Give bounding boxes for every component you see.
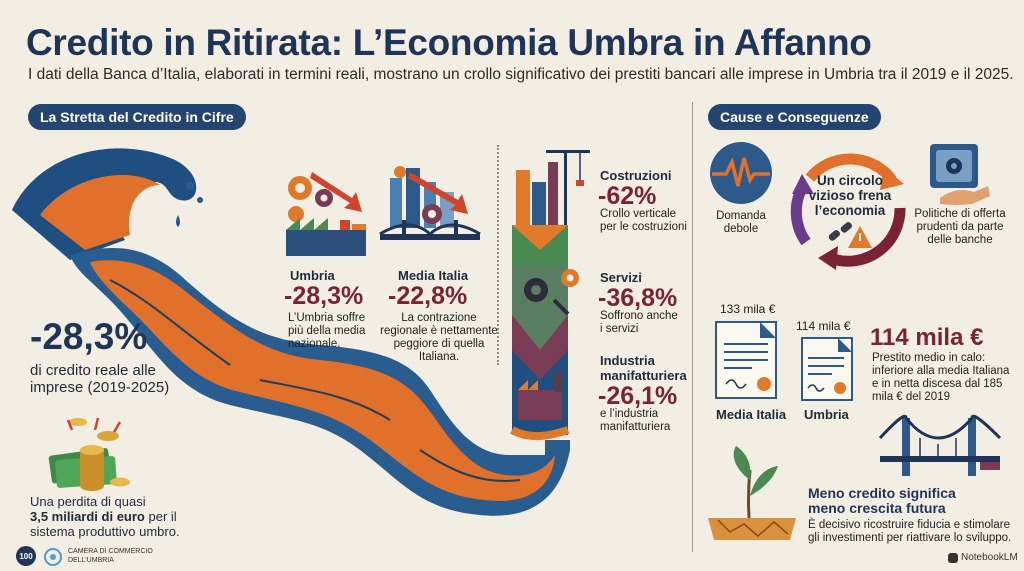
doc-umbria-label: Umbria: [804, 407, 849, 422]
italia-description: La contrazione regionale è nettamente pe…: [380, 312, 498, 364]
umbria-desc-line3: nazionale.: [288, 338, 341, 350]
page-title: Credito in Ritirata: L’Economia Umbra in…: [26, 22, 872, 63]
bridge-icon: [878, 414, 1002, 476]
cycle-line1: Un circolo: [816, 173, 883, 188]
loan-desc-line2: inferiore alla media Italiana: [872, 365, 1010, 377]
future-desc-line2: gli investimenti per riattivare lo svilu…: [808, 532, 1012, 544]
loan-value: 114 mila €: [870, 324, 984, 351]
document-italia-icon: [715, 321, 777, 399]
italia-desc-line2: regionale è nettamente: [380, 325, 498, 337]
document-umbria-icon: [801, 337, 853, 401]
cycle-text: Un circolo vizioso frena l’economia: [805, 173, 895, 218]
loss-line2-rest: per il: [144, 509, 177, 524]
sector-costruzioni-desc-line2: per le costruzioni: [600, 221, 687, 233]
loss-line1: Una perdita di quasi: [30, 494, 146, 509]
future-desc-line1: È decisivo ricostruire fiducia e stimola…: [808, 519, 1010, 531]
sector-servizi-desc: Soffrono anche i servizi: [600, 310, 678, 336]
heartbeat-icon: [710, 142, 772, 204]
chamber-name: CAMERA DI COMMERCIO DELL’UMBRIA: [68, 548, 153, 565]
sector-costruzioni-value: -62%: [598, 182, 657, 210]
umbria-value: -28,3%: [284, 282, 364, 310]
sector-column-illustration: [510, 150, 590, 440]
demand-line2: debole: [723, 223, 759, 235]
chamber-line1: CAMERA DI COMMERCIO: [68, 548, 153, 555]
chamber-logo-icon: [44, 548, 62, 566]
sector-servizi-desc-line2: i servizi: [600, 323, 639, 335]
italia-desc-line4: Italiana.: [418, 351, 460, 363]
sector-costruzioni-desc: Crollo verticale per le costruzioni: [600, 208, 687, 234]
headline-value: -28,3%: [30, 316, 148, 357]
policy-line2: prudenti da parte: [916, 221, 1004, 233]
money-coins-icon: [48, 417, 130, 491]
bank-safe-icon: [930, 144, 990, 205]
sector-servizi-desc-line1: Soffrono anche: [600, 310, 678, 322]
loan-description: Prestito medio in calo: inferiore alla m…: [872, 352, 1009, 404]
doc-italia-label: Media Italia: [716, 407, 787, 422]
loan-desc-line1: Prestito medio in calo:: [872, 352, 986, 364]
future-title: Meno credito significa meno crescita fut…: [808, 486, 956, 516]
policy-line1: Politiche di offerta: [914, 208, 1006, 220]
chamber-line2: DELL’UMBRIA: [68, 556, 114, 564]
loan-desc-line4: mila € del 2019: [872, 391, 950, 403]
city-bridge-icon: [379, 166, 481, 240]
loss-description: Una perdita di quasi 3,5 miliardi di eur…: [30, 494, 180, 539]
sector-industria-label: Industria manifatturiera: [600, 353, 687, 383]
umbria-desc-line1: L’Umbria soffre: [288, 312, 366, 324]
cycle-line2: vizioso frena: [808, 188, 892, 203]
future-description: È decisivo ricostruire fiducia e stimola…: [808, 519, 1011, 545]
policy-line3: delle banche: [927, 234, 993, 246]
notebooklm-brand: NotebookLM: [948, 552, 1018, 563]
umbria-description: L’Umbria soffre più della media nazional…: [288, 312, 365, 351]
sector-industria-label-line1: Industria: [600, 353, 655, 368]
section-divider: [692, 102, 693, 552]
umbria-label: Umbria: [290, 268, 335, 283]
anniversary-badge: 100: [16, 546, 36, 566]
sector-industria-desc-line1: e l’industria: [600, 408, 659, 420]
sector-costruzioni-label: Costruzioni: [600, 168, 672, 183]
doc-umbria-amount: 114 mila €: [796, 319, 851, 333]
policy-label: Politiche di offerta prudenti da parte d…: [908, 208, 1012, 247]
headline-desc-line1: di credito reale alle: [30, 362, 156, 379]
italia-desc-line1: La contrazione: [401, 312, 477, 324]
sector-costruzioni-desc-line1: Crollo verticale: [600, 208, 677, 220]
demand-label: Domanda debole: [708, 210, 774, 236]
cycle-line3: l’economia: [814, 203, 886, 218]
section-pill-left: La Stretta del Credito in Cifre: [28, 104, 246, 130]
notebooklm-label: NotebookLM: [961, 552, 1018, 563]
doc-italia-amount: 133 mila €: [720, 302, 776, 316]
section-pill-right: Cause e Conseguenze: [708, 104, 881, 130]
notebooklm-logo-icon: [948, 552, 958, 563]
sector-servizi-label: Servizi: [600, 270, 642, 285]
headline-description: di credito reale alle imprese (2019-2025…: [30, 362, 169, 396]
future-title-line2: meno crescita futura: [808, 500, 946, 516]
demand-line1: Domanda: [716, 210, 766, 222]
future-title-line1: Meno credito significa: [808, 485, 956, 501]
dotted-divider: [497, 145, 499, 365]
page-subtitle: I dati della Banca d’Italia, elaborati i…: [28, 66, 1014, 83]
sector-industria-value: -26,1%: [598, 382, 678, 410]
headline-desc-line2: imprese (2019-2025): [30, 379, 170, 396]
loss-line3: sistema produttivo umbro.: [30, 524, 180, 539]
sector-servizi-value: -36,8%: [598, 284, 678, 312]
factory-gears-icon: [286, 172, 366, 256]
italia-desc-line3: peggiore di quella: [393, 338, 485, 350]
loss-amount: 3,5 miliardi di euro: [30, 509, 145, 524]
italia-value: -22,8%: [388, 282, 468, 310]
vicious-cycle-icon: [790, 153, 906, 270]
sector-industria-desc-line2: manifatturiera: [600, 421, 671, 433]
loan-desc-line3: e in netta discesa dal 185: [872, 378, 1003, 390]
sector-industria-label-line2: manifatturiera: [600, 368, 687, 383]
umbria-desc-line2: più della media: [288, 325, 366, 337]
sprout-cracked-soil-icon: [708, 446, 796, 540]
italia-label: Media Italia: [398, 268, 469, 283]
sector-industria-desc: e l’industria manifatturiera: [600, 408, 670, 434]
